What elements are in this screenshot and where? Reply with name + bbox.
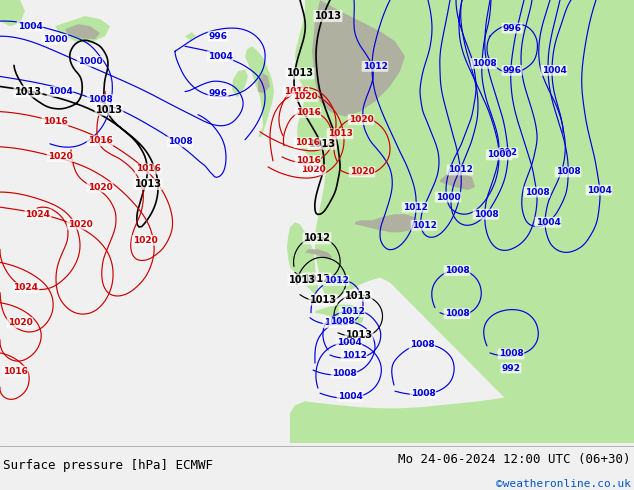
Text: 1016: 1016 — [87, 136, 112, 145]
Text: 1013: 1013 — [287, 69, 313, 78]
Text: 1012: 1012 — [363, 62, 387, 71]
Polygon shape — [358, 103, 366, 134]
Text: 1016: 1016 — [295, 156, 320, 166]
Text: 1000: 1000 — [78, 57, 102, 66]
Text: 1008: 1008 — [555, 168, 580, 176]
Text: 1012: 1012 — [304, 233, 330, 244]
Text: 1013: 1013 — [309, 294, 337, 305]
Text: 1013: 1013 — [96, 104, 122, 115]
Text: 1008: 1008 — [444, 309, 469, 318]
Text: 1000: 1000 — [487, 150, 511, 159]
Text: 1020: 1020 — [349, 115, 373, 124]
Text: 1004: 1004 — [18, 22, 42, 31]
Polygon shape — [185, 32, 196, 40]
Text: 1013: 1013 — [314, 11, 342, 21]
Text: 1012: 1012 — [403, 203, 427, 212]
Text: 1020: 1020 — [133, 236, 157, 245]
Text: 996: 996 — [209, 89, 228, 98]
Text: 1008: 1008 — [332, 368, 356, 378]
Text: 1008: 1008 — [411, 389, 436, 398]
Text: 1013: 1013 — [309, 139, 335, 149]
Text: 1016: 1016 — [283, 87, 308, 96]
Text: 1020: 1020 — [293, 92, 318, 101]
Polygon shape — [287, 222, 318, 294]
Text: 1016: 1016 — [42, 117, 67, 126]
Text: 1012: 1012 — [323, 318, 349, 327]
Text: 996: 996 — [503, 24, 522, 33]
Text: 1004: 1004 — [337, 392, 363, 401]
Text: 1013: 1013 — [288, 274, 316, 285]
Text: 996: 996 — [209, 32, 228, 41]
Polygon shape — [305, 249, 332, 259]
Text: 1000: 1000 — [42, 35, 67, 44]
Polygon shape — [440, 172, 475, 190]
Text: 1012: 1012 — [304, 273, 330, 284]
Text: 1004: 1004 — [541, 66, 566, 75]
Text: 1013: 1013 — [346, 330, 373, 340]
Polygon shape — [312, 0, 405, 117]
Text: 992: 992 — [498, 148, 517, 157]
Text: 1004: 1004 — [337, 339, 361, 347]
Text: 1000: 1000 — [436, 193, 460, 201]
Text: 1008: 1008 — [167, 137, 192, 147]
Polygon shape — [232, 70, 248, 97]
Text: 1004: 1004 — [536, 218, 560, 227]
Polygon shape — [410, 116, 418, 123]
Text: 1020: 1020 — [48, 152, 72, 161]
Text: 992: 992 — [501, 364, 521, 372]
Polygon shape — [55, 16, 110, 43]
Polygon shape — [245, 46, 274, 137]
Text: 1020: 1020 — [87, 183, 112, 192]
Text: 1024: 1024 — [13, 283, 39, 292]
Polygon shape — [0, 0, 25, 26]
Text: 1012: 1012 — [323, 276, 349, 285]
Text: 1016: 1016 — [136, 165, 160, 173]
Text: 1008: 1008 — [330, 318, 354, 326]
Text: 1008: 1008 — [410, 341, 434, 349]
Text: ©weatheronline.co.uk: ©weatheronline.co.uk — [496, 479, 631, 490]
Text: 1012: 1012 — [340, 307, 365, 316]
Text: 1008: 1008 — [444, 266, 469, 275]
Polygon shape — [315, 305, 365, 325]
Text: 1020: 1020 — [301, 166, 325, 174]
Text: 1020: 1020 — [68, 220, 93, 229]
Text: 1008: 1008 — [87, 95, 112, 104]
Text: 1004: 1004 — [207, 52, 233, 61]
Text: 1013: 1013 — [328, 129, 353, 138]
Text: 1020: 1020 — [349, 168, 374, 176]
Text: 1004: 1004 — [586, 186, 611, 195]
Text: 996: 996 — [503, 66, 522, 75]
Text: 1004: 1004 — [48, 87, 72, 96]
Text: 1012: 1012 — [448, 166, 472, 174]
Text: 1012: 1012 — [411, 220, 436, 230]
Polygon shape — [308, 0, 470, 167]
Text: 1012: 1012 — [342, 351, 366, 361]
Polygon shape — [295, 0, 634, 443]
Text: 1016: 1016 — [3, 367, 27, 375]
Text: 1024: 1024 — [25, 210, 51, 219]
Text: 1020: 1020 — [8, 318, 32, 327]
Text: 1008: 1008 — [472, 59, 496, 68]
Polygon shape — [65, 24, 100, 39]
Polygon shape — [355, 214, 420, 232]
Text: 1008: 1008 — [474, 210, 498, 219]
Text: 1013: 1013 — [344, 291, 372, 301]
Polygon shape — [290, 393, 634, 443]
Text: 1008: 1008 — [524, 188, 550, 196]
Text: Mo 24-06-2024 12:00 UTC (06+30): Mo 24-06-2024 12:00 UTC (06+30) — [398, 453, 631, 466]
Text: 1013: 1013 — [15, 87, 41, 97]
Text: 1013: 1013 — [134, 179, 162, 189]
Text: Surface pressure [hPa] ECMWF: Surface pressure [hPa] ECMWF — [3, 459, 213, 472]
Text: 1016: 1016 — [295, 108, 320, 117]
Text: 1016: 1016 — [295, 138, 320, 147]
Polygon shape — [258, 74, 270, 94]
Text: 1008: 1008 — [498, 349, 524, 359]
